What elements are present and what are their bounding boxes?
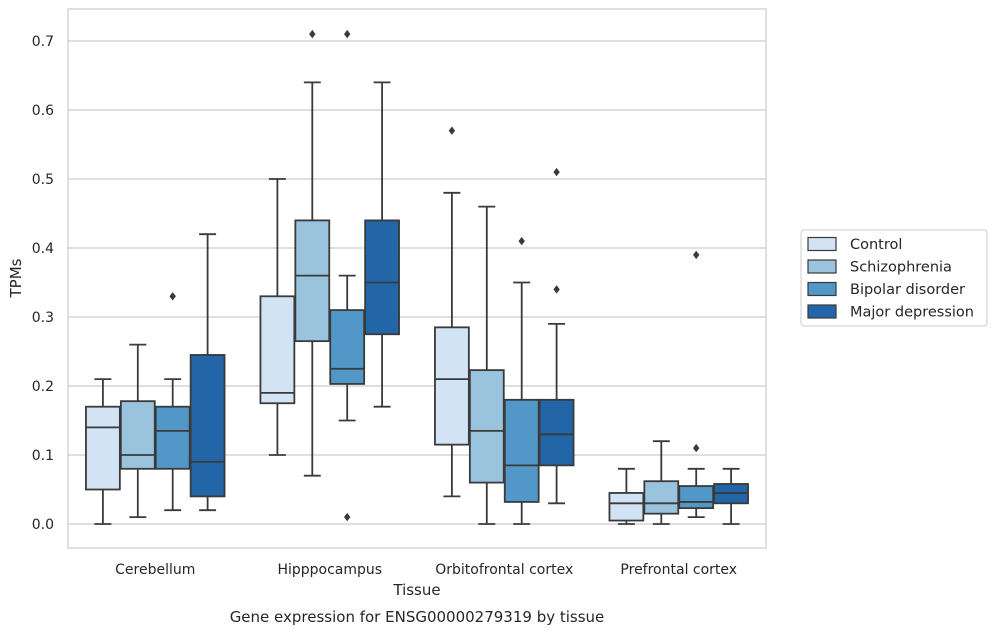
box-cerebellum-schizophrenia-box — [119, 400, 156, 470]
x-axis-label: Tissue — [392, 581, 440, 599]
y-axis-ticks: 0.0 0.1 0.2 0.3 0.4 0.5 0.6 0.7 — [32, 34, 54, 533]
legend-frame — [800, 229, 988, 327]
box-hipppocampus-bipolar-disorder-outlier — [344, 512, 351, 522]
box-group-prefrontal-cortex — [608, 250, 749, 525]
x-axis-ticks: Cerebellum Hipppocampus Orbitofrontal cort… — [115, 562, 737, 578]
box-cerebellum-bipolar-disorder-box — [154, 405, 191, 470]
x-tick-label-cerebellum: Cerebellum — [115, 562, 195, 578]
legend-label: Major depression — [850, 305, 974, 321]
box-hipppocampus-control-box — [259, 295, 296, 405]
box-orbitofrontal-cortex-major-depression-outlier — [553, 285, 560, 294]
box-group-hipppocampus — [259, 29, 400, 522]
legend-item-major-depression: Major depression — [807, 304, 974, 321]
y-tick-label: 0.2 — [32, 379, 54, 395]
legend-item-control: Control — [807, 236, 902, 253]
box-hipppocampus-schizophrenia-box — [294, 219, 331, 343]
plot-frame — [67, 8, 767, 549]
box-hipppocampus-bipolar-disorder-box — [329, 309, 366, 385]
box-group-cerebellum — [85, 233, 226, 525]
box-orbitofrontal-cortex-bipolar-disorder-outlier — [518, 236, 525, 246]
box-hipppocampus-major-depression-box — [364, 219, 400, 336]
box-orbitofrontal-cortex-major-depression-box — [538, 398, 575, 467]
box-hipppocampus-bipolar-disorder-outlier — [344, 29, 351, 39]
box-cerebellum-major-depression-box — [189, 354, 226, 498]
legend-swatch — [807, 259, 837, 274]
legend-label: Schizophrenia — [850, 260, 952, 276]
legend-swatch — [807, 304, 837, 319]
box-prefrontal-cortex-control-box — [608, 492, 645, 522]
y-axis-label: TPMs — [7, 258, 25, 298]
y-tick-label: 0.0 — [32, 517, 54, 533]
box-orbitofrontal-cortex-bipolar-disorder-box — [503, 398, 540, 503]
x-tick-label-prefrontal-cortex: Prefrontal cortex — [620, 562, 737, 578]
box-hipppocampus-schizophrenia-outlier — [309, 29, 316, 39]
legend-label: Bipolar disorder — [850, 282, 965, 298]
figure-caption: Gene expression for ENSG00000279319 by t… — [230, 608, 605, 626]
legend-swatch — [807, 281, 837, 297]
box-orbitofrontal-cortex-schizophrenia-box — [468, 369, 505, 484]
y-tick-label: 0.4 — [32, 241, 54, 257]
y-tick-label: 0.6 — [32, 103, 54, 119]
legend-swatch — [807, 236, 837, 252]
y-tick-label: 0.3 — [32, 310, 54, 326]
legend-item-schizophrenia: Schizophrenia — [807, 259, 952, 276]
box-orbitofrontal-cortex-control-outlier — [448, 126, 456, 135]
box-orbitofrontal-cortex-control-box — [434, 326, 470, 446]
x-tick-label-hipppocampus: Hipppocampus — [277, 562, 382, 578]
legend: Control Schizophrenia Bipolar disorder Majo… — [800, 229, 988, 327]
box-groups — [85, 29, 749, 525]
y-tick-label: 0.7 — [32, 34, 54, 50]
box-cerebellum-bipolar-disorder-outlier — [169, 292, 176, 301]
legend-item-bipolar-disorder: Bipolar disorder — [807, 281, 965, 298]
y-tick-label: 0.1 — [32, 448, 54, 464]
legend-label: Control — [850, 237, 902, 253]
box-prefrontal-cortex-schizophrenia-box — [643, 480, 680, 515]
box-prefrontal-cortex-bipolar-disorder-box — [678, 485, 715, 510]
box-prefrontal-cortex-bipolar-disorder-outlier — [693, 250, 700, 260]
box-cerebellum-control-box — [85, 405, 121, 491]
box-orbitofrontal-cortex-major-depression-outlier — [553, 167, 560, 177]
x-tick-label-orbitofrontal-cortex: Orbitofrontal cortex — [435, 562, 573, 578]
box-group-orbitofrontal-cortex — [434, 126, 575, 525]
box-prefrontal-cortex-bipolar-disorder-outlier — [693, 443, 700, 453]
y-tick-label: 0.5 — [32, 172, 54, 188]
